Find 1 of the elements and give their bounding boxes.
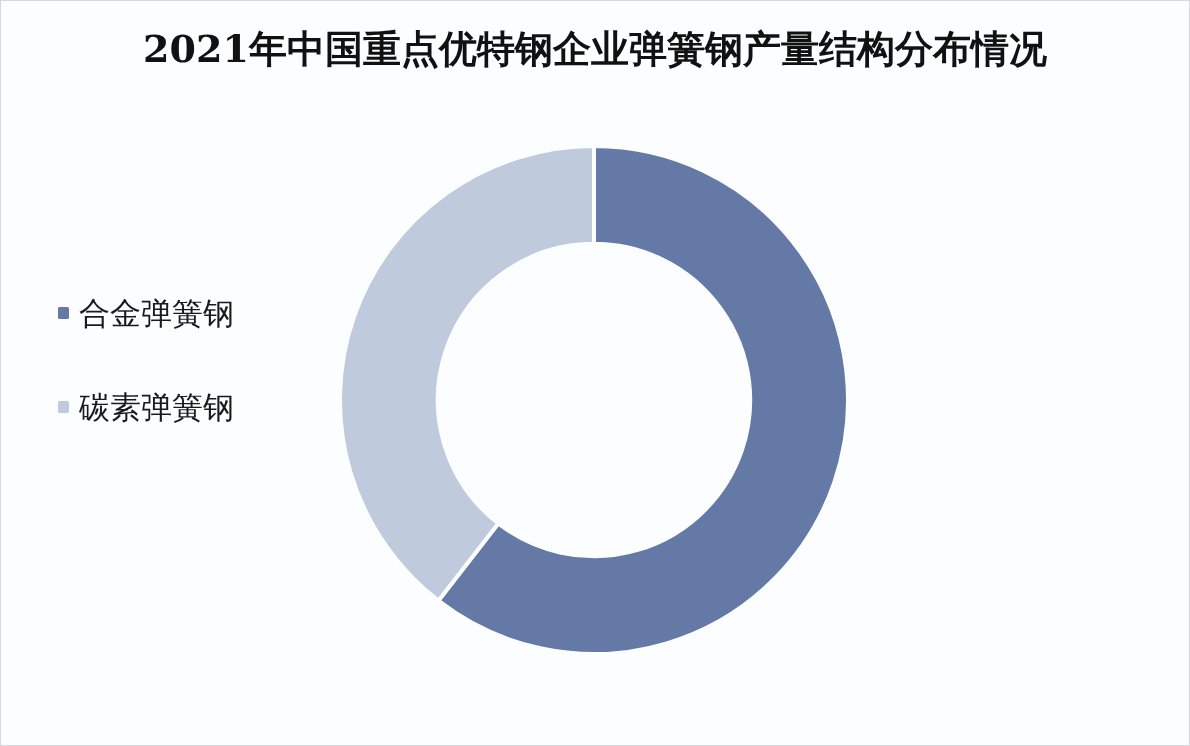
title: 2021年中国重点优特钢企业弹簧钢产量结构分布情况 [143, 26, 1047, 71]
